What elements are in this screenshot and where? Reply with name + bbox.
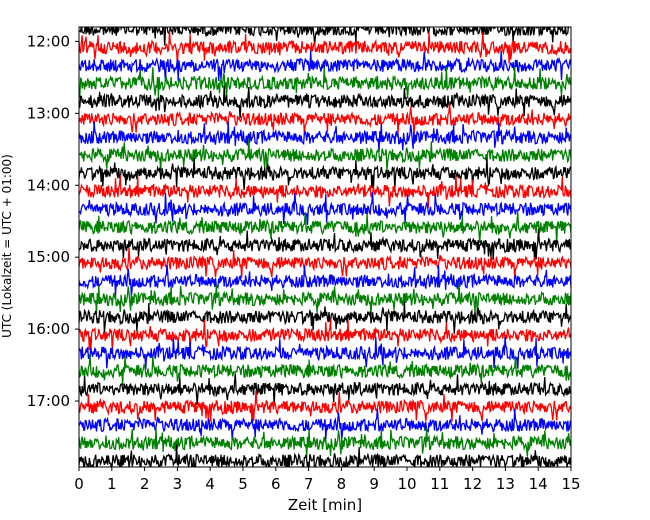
x-tick-label-11: 11	[430, 475, 449, 493]
trace-1205	[79, 30, 571, 64]
x-tick-label-8: 8	[337, 475, 347, 493]
trace-1305	[79, 102, 571, 136]
x-tick-label-10: 10	[397, 475, 416, 493]
trace-1705	[79, 390, 571, 423]
x-tick-label-3: 3	[173, 475, 183, 493]
trace-1505	[79, 247, 571, 279]
trace-1720	[79, 408, 571, 441]
x-tick-label-1: 1	[107, 475, 117, 493]
trace-1320	[79, 121, 571, 153]
x-tick-label-0: 0	[74, 475, 84, 493]
trace-1450	[79, 228, 571, 261]
trace-1350	[79, 157, 571, 190]
trace-1235	[79, 67, 571, 99]
x-tick-label-15: 15	[561, 475, 580, 493]
y-axis: 12:00 13:00 14:00 15:00 16:00 17:00	[27, 32, 79, 410]
x-tick-label-9: 9	[369, 475, 379, 493]
x-tick-label-4: 4	[205, 475, 215, 493]
trace-1535	[79, 282, 571, 316]
y-tick-label-1700: 17:00	[27, 392, 70, 410]
y-tick-label-1200: 12:00	[27, 32, 70, 50]
trace-1250	[79, 85, 571, 119]
plot-frame	[78, 26, 572, 468]
trace-1420	[79, 192, 571, 225]
x-tick-label-12: 12	[463, 475, 482, 493]
y-tick-label-1300: 13:00	[27, 104, 70, 122]
trace-1520	[79, 264, 571, 297]
y-tick-label-1500: 15:00	[27, 248, 70, 266]
trace-1620	[79, 336, 571, 370]
trace-1405	[79, 175, 571, 208]
trace-1335	[79, 138, 571, 172]
traces-group	[79, 27, 571, 467]
trace-1550	[79, 301, 571, 334]
x-tick-label-13: 13	[496, 475, 515, 493]
trace-1650	[79, 373, 571, 406]
trace-1435	[79, 211, 571, 244]
x-tick-label-2: 2	[140, 475, 150, 493]
x-tick-label-6: 6	[271, 475, 281, 493]
y-axis-label: UTC (Lokalzeit = UTC + 01:00)	[0, 154, 14, 338]
trace-1605	[79, 318, 571, 352]
x-axis-label: Zeit [min]	[288, 496, 362, 514]
x-tick-label-14: 14	[529, 475, 548, 493]
x-tick-label-5: 5	[238, 475, 248, 493]
y-tick-label-1400: 14:00	[27, 176, 70, 194]
y-tick-label-1600: 16:00	[27, 320, 70, 338]
x-axis: 0 1 2 3 4 5 6 7 8 9 10 11 12 13 14 15	[74, 467, 581, 493]
trace-1735	[79, 427, 571, 458]
trace-1220	[79, 50, 571, 82]
x-tick-label-7: 7	[304, 475, 314, 493]
trace-1635	[79, 354, 571, 386]
